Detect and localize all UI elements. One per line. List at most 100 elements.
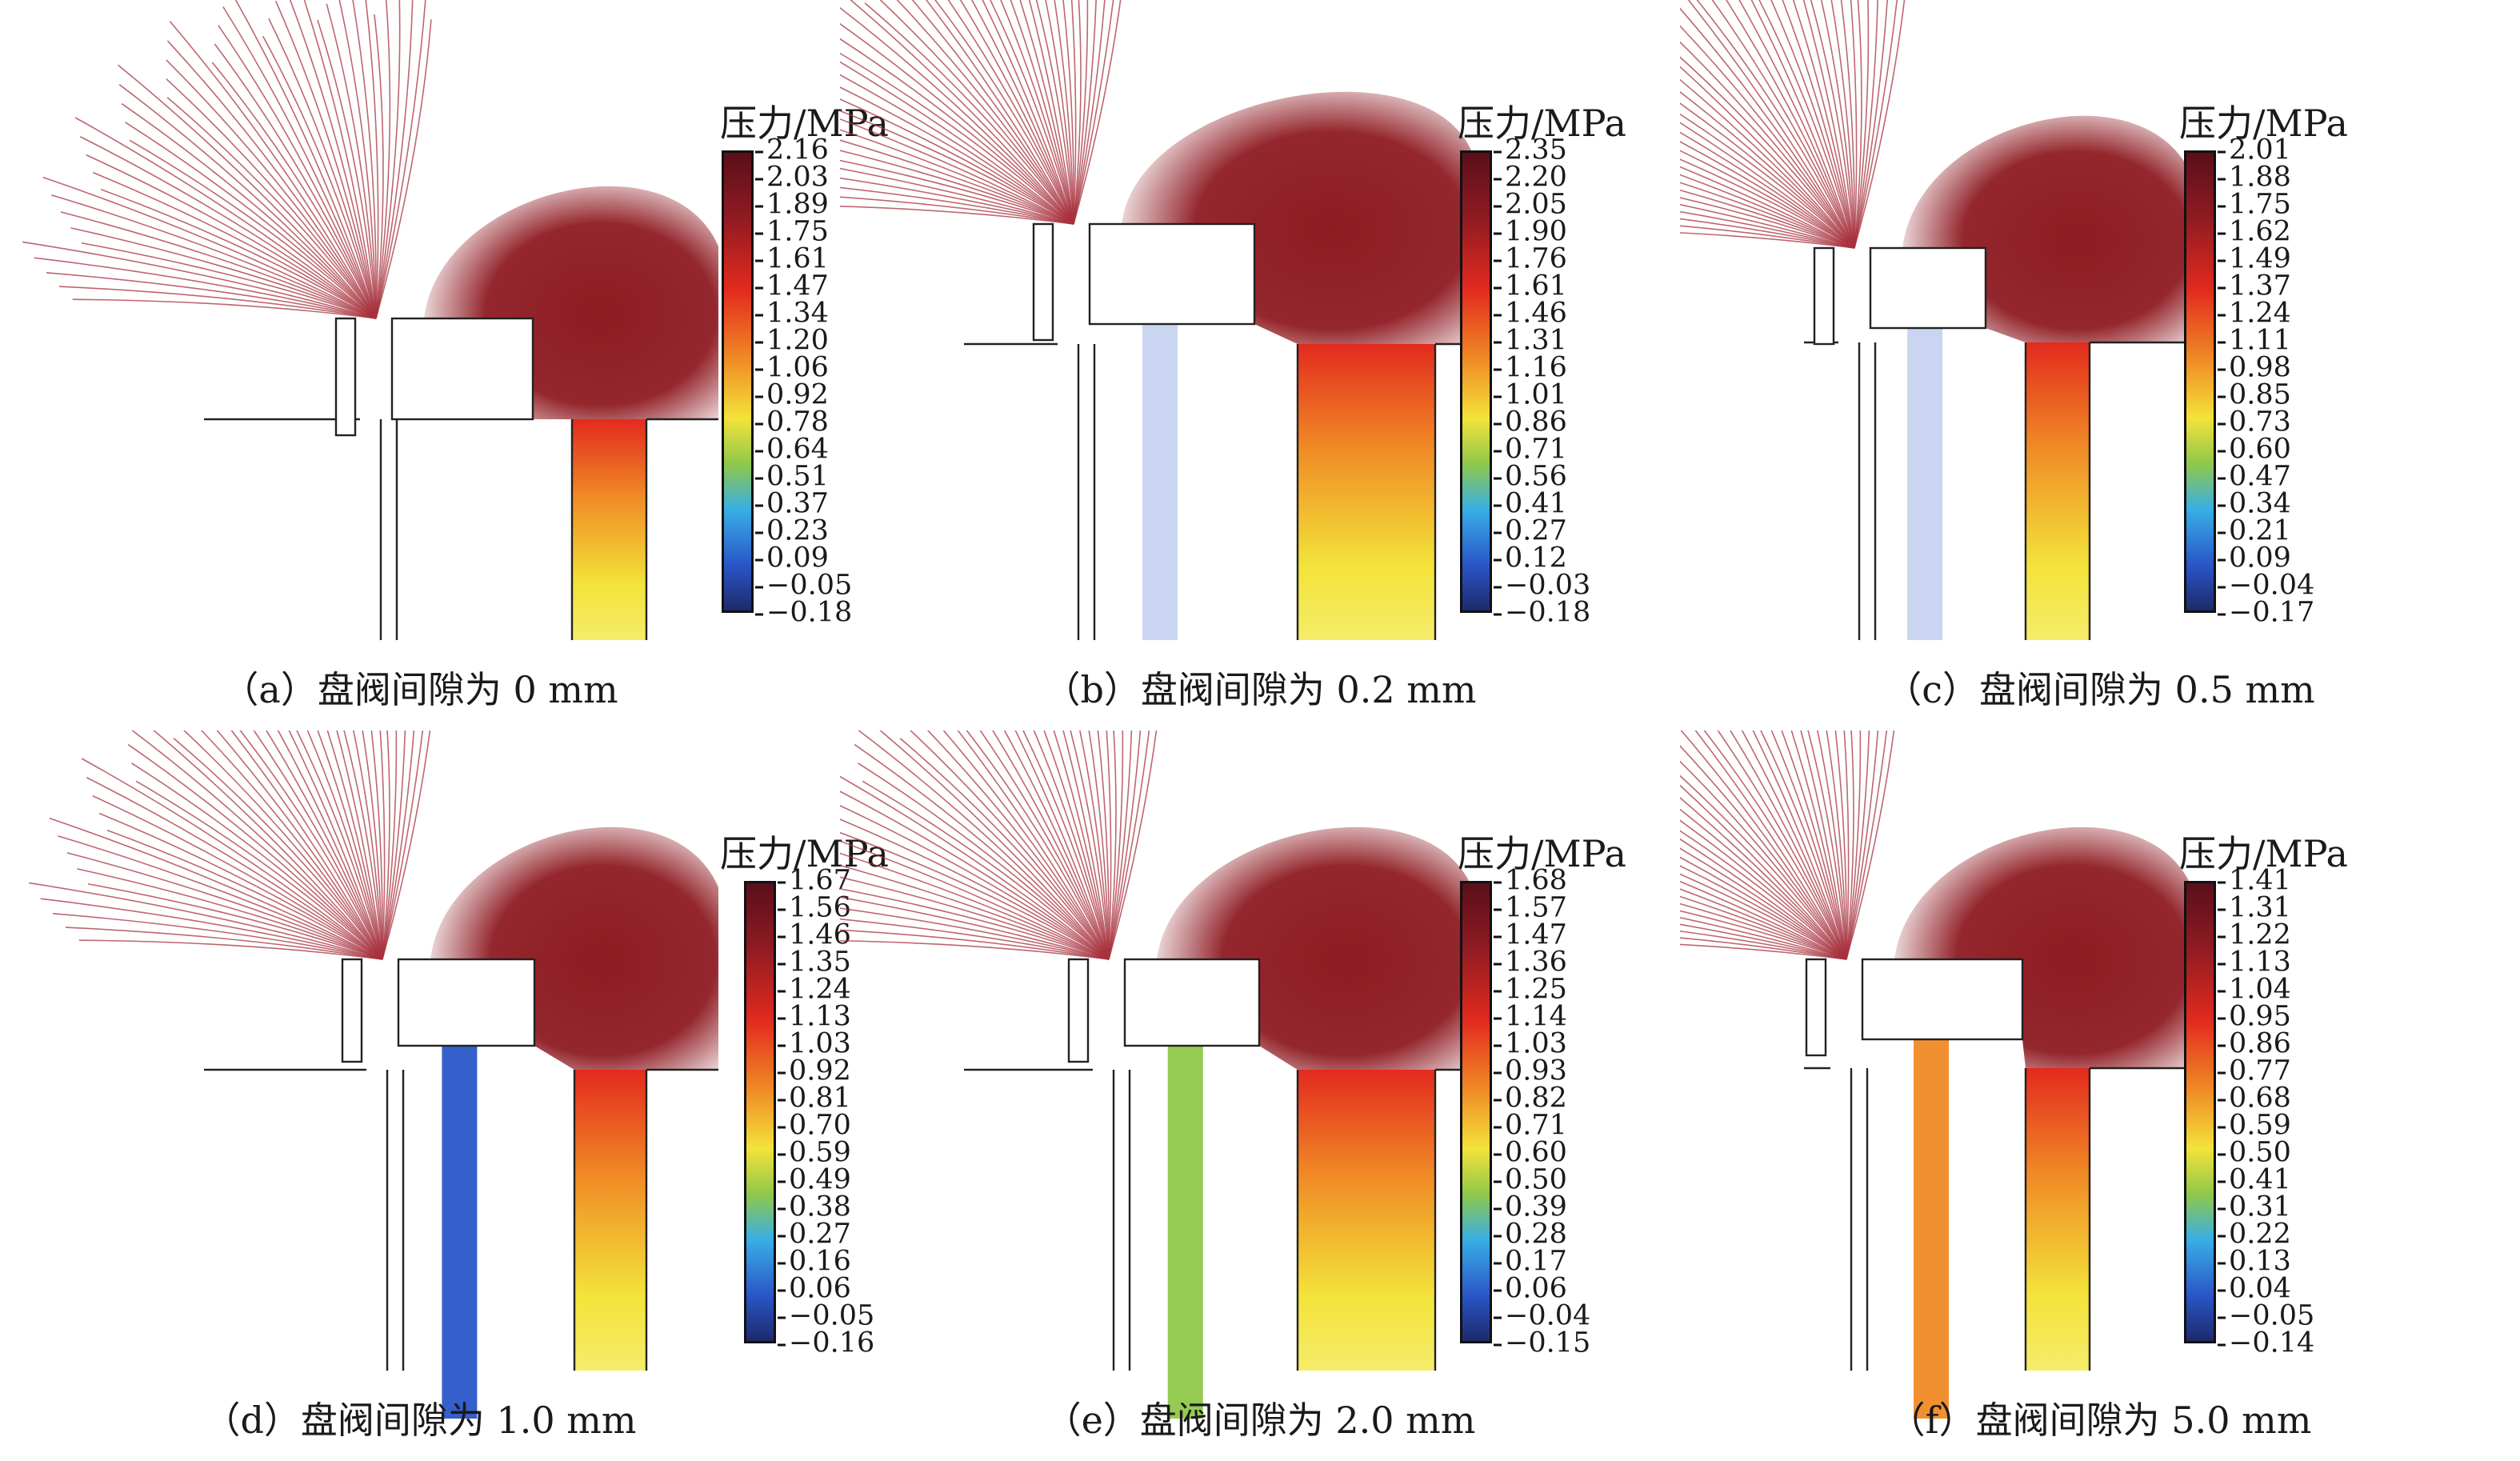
colorbar-tick-label: 1.68 [1494, 864, 1567, 897]
colorbar-tick-label: −0.04 [2217, 569, 2315, 602]
colorbar-tick-label: −0.18 [1493, 596, 1591, 629]
colorbar-tick-label: 0.86 [1494, 406, 1567, 438]
valve-outline [964, 222, 1472, 640]
outlet-channel [572, 419, 646, 640]
colorbar-tick-label: 1.24 [778, 973, 851, 1006]
colorbar-tick-label: 0.60 [2218, 433, 2291, 466]
panel-caption: （d）盘阀间隙为 1.0 mm [203, 1399, 637, 1442]
panel-caption: （a）盘阀间隙为 0 mm [222, 668, 618, 711]
panel-c: 压力/MPa 2.01 1.88 1.75 1.62 1.49 1.37 1.24 1.11 0… [1680, 0, 2520, 730]
colorbar-tick-label: 0.56 [1494, 460, 1567, 493]
colorbar [1460, 150, 1492, 613]
colorbar-tick-label: 0.92 [778, 1055, 851, 1087]
colorbar-tick-label: 1.61 [1494, 270, 1567, 302]
colorbar-tick-label: 0.98 [2218, 351, 2291, 384]
outlet-channel [1298, 1070, 1435, 1371]
simulation-plot [840, 730, 1472, 1419]
simulation-plot [29, 730, 718, 1419]
colorbar-tick-label: 0.06 [1494, 1272, 1567, 1305]
panel-caption: （e）盘阀间隙为 2.0 mm [1044, 1399, 1476, 1442]
colorbar-tick-label: −0.16 [777, 1327, 875, 1359]
colorbar-tick-label: 0.27 [1494, 514, 1567, 547]
colorbar-tick-label: 0.82 [1494, 1082, 1567, 1115]
colorbar-tick-label: 0.85 [2218, 378, 2291, 411]
gap-channel [1914, 1039, 1949, 1419]
contour-lines [22, 0, 432, 319]
colorbar-tick-label: 1.46 [1494, 297, 1567, 330]
colorbar-tick-label: 1.04 [2218, 973, 2291, 1006]
valve-outline [964, 958, 1472, 1371]
colorbar-tick-label: 0.51 [755, 460, 829, 493]
colorbar-tick-label: 0.13 [2218, 1245, 2291, 1278]
colorbar [2184, 150, 2216, 613]
colorbar-tick-label: 0.16 [778, 1245, 851, 1278]
valve-outline [1804, 246, 2192, 640]
colorbar-tick-label: −0.15 [1493, 1327, 1591, 1359]
colorbar-tick-label: 1.41 [2218, 864, 2291, 897]
colorbar-tick-label: 1.37 [2218, 270, 2291, 302]
colorbar-tick-label: 1.35 [778, 946, 851, 979]
high-pressure-region [1157, 827, 1472, 1070]
colorbar-tick-label: 0.06 [778, 1272, 851, 1305]
panel-d: 压力/MPa 1.67 1.56 1.46 1.35 1.24 1.13 1.03 0.92 0… [0, 730, 889, 1461]
colorbar-tick-label: 0.95 [2218, 1000, 2291, 1033]
colorbar-tick-label: 1.25 [1494, 973, 1567, 1006]
colorbar-tick-label: 0.21 [2218, 514, 2291, 547]
panel-b: 压力/MPa 2.35 2.20 2.05 1.90 1.76 1.61 1.46 1.31 1… [840, 0, 1680, 730]
colorbar-tick-label: 1.14 [1494, 1000, 1567, 1033]
colorbar-tick-label: 0.70 [778, 1109, 851, 1142]
gap-channel [442, 1046, 478, 1419]
colorbar-tick-label: 0.39 [1494, 1191, 1567, 1223]
colorbar-tick-label: 0.17 [1494, 1245, 1567, 1278]
colorbar [1460, 881, 1492, 1343]
colorbar-tick-label: 1.90 [1494, 215, 1567, 248]
colorbar-tick-label: 0.73 [2218, 406, 2291, 438]
colorbar-tick-label: 0.04 [2218, 1272, 2291, 1305]
colorbar-tick-label: 0.71 [1494, 1109, 1567, 1142]
colorbar-tick-label: 2.03 [755, 161, 829, 194]
colorbar-tick-label: 1.76 [1494, 242, 1567, 275]
colorbar-tick-label: 0.64 [755, 433, 829, 466]
colorbar-tick-label: −0.03 [1493, 569, 1591, 602]
colorbar-tick-label: 1.67 [778, 864, 851, 897]
colorbar-tick-label: 1.03 [778, 1027, 851, 1060]
colorbar-tick-label: 0.50 [1494, 1163, 1567, 1196]
colorbar-tick-label: −0.04 [1493, 1299, 1591, 1332]
colorbar-tick-label: 1.62 [2218, 215, 2291, 248]
colorbar-tick-label: 0.34 [2218, 487, 2291, 520]
colorbar-tick-label: 0.12 [1494, 542, 1567, 574]
colorbar-tick-label: 0.59 [2218, 1109, 2291, 1142]
panel-caption: （c）盘阀间隙为 0.5 mm [1885, 668, 2315, 711]
high-pressure-region [424, 186, 718, 419]
gap-channel [1142, 324, 1178, 640]
colorbar-tick-label: 1.22 [2218, 919, 2291, 951]
colorbar-tick-label: 1.20 [755, 324, 829, 357]
valve-outline [204, 317, 718, 640]
colorbar-tick-label: 1.75 [2218, 188, 2291, 221]
panel-caption: （f）盘阀间隙为 5.0 mm [1888, 1399, 2312, 1442]
colorbar-tick-label: 1.46 [778, 919, 851, 951]
colorbar-tick-label: 2.05 [1494, 188, 1567, 221]
contour-lines [1680, 730, 1895, 960]
colorbar-tick-label: 0.71 [1494, 433, 1567, 466]
colorbar-tick-label: 0.47 [2218, 460, 2291, 493]
panel-e: 压力/MPa 1.68 1.57 1.47 1.36 1.25 1.14 1.03 0.93 0… [840, 730, 1680, 1461]
colorbar-tick-label: 1.01 [1494, 378, 1567, 411]
colorbar-tick-label: 2.16 [755, 134, 829, 166]
colorbar-tick-label: 1.88 [2218, 161, 2291, 194]
colorbar [722, 150, 754, 613]
colorbar-tick-label: 0.49 [778, 1163, 851, 1196]
colorbar-tick-label: 0.78 [755, 406, 829, 438]
high-pressure-region [1122, 91, 1472, 344]
colorbar-tick-label: 0.81 [778, 1082, 851, 1115]
colorbar [2184, 881, 2216, 1343]
legend-title: 压力/MPa [1458, 832, 1626, 875]
colorbar-tick-label: 0.37 [755, 487, 829, 520]
colorbar-tick-label: 1.24 [2218, 297, 2291, 330]
colorbar-tick-label: 1.61 [755, 242, 829, 275]
panel-caption: （b）盘阀间隙为 0.2 mm [1043, 668, 1477, 711]
colorbar-tick-label: −0.05 [754, 569, 853, 602]
outlet-channel [2026, 342, 2090, 640]
simulation-plot [1680, 730, 2192, 1419]
valve-outline [1804, 958, 2192, 1371]
